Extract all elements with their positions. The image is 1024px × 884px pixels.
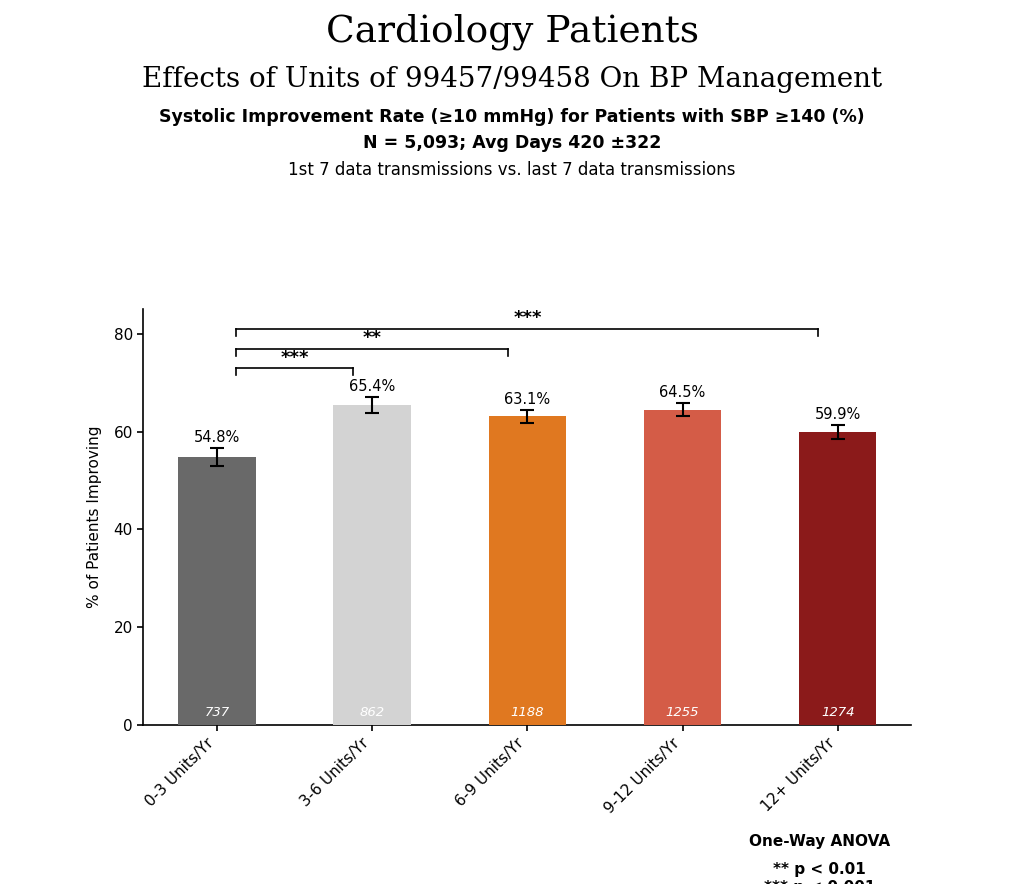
Text: 54.8%: 54.8% [194, 431, 241, 446]
Text: 63.1%: 63.1% [504, 392, 551, 407]
Text: ***: *** [513, 309, 542, 327]
Text: 1st 7 data transmissions vs. last 7 data transmissions: 1st 7 data transmissions vs. last 7 data… [288, 161, 736, 179]
Bar [488, 416, 566, 725]
Text: 59.9%: 59.9% [814, 408, 861, 423]
Bar [799, 432, 877, 725]
Text: Systolic Improvement Rate (≥10 mmHg) for Patients with SBP ≥140 (%): Systolic Improvement Rate (≥10 mmHg) for… [159, 108, 865, 126]
Text: 65.4%: 65.4% [349, 379, 395, 394]
Text: 737: 737 [205, 706, 229, 719]
Text: One-Way ANOVA: One-Way ANOVA [749, 834, 890, 849]
Text: 1274: 1274 [821, 706, 854, 719]
Bar [178, 457, 256, 725]
Text: 1188: 1188 [511, 706, 544, 719]
Text: ***: *** [281, 348, 309, 367]
Text: 64.5%: 64.5% [659, 385, 706, 400]
Text: Cardiology Patients: Cardiology Patients [326, 13, 698, 50]
Text: 1255: 1255 [666, 706, 699, 719]
Bar [644, 409, 721, 725]
Bar [334, 405, 411, 725]
Text: **: ** [362, 329, 382, 347]
Text: N = 5,093; Avg Days 420 ±322: N = 5,093; Avg Days 420 ±322 [362, 134, 662, 152]
Text: Effects of Units of 99457/99458 On BP Management: Effects of Units of 99457/99458 On BP Ma… [142, 66, 882, 94]
Text: ** p < 0.01: ** p < 0.01 [773, 862, 865, 877]
Y-axis label: % of Patients Improving: % of Patients Improving [87, 426, 102, 608]
Text: *** p < 0.001: *** p < 0.001 [764, 880, 874, 884]
Text: 862: 862 [359, 706, 385, 719]
